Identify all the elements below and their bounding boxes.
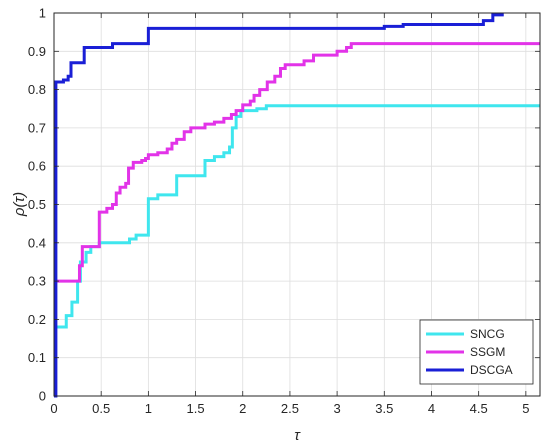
y-tick-label: 0.6 <box>28 159 46 174</box>
y-tick-label: 0.4 <box>28 235 46 250</box>
series-line-dscga <box>54 13 504 398</box>
legend-label-sncg: SNCG <box>470 327 505 341</box>
y-tick-label: 0.5 <box>28 197 46 212</box>
x-tick-label: 3 <box>333 401 340 416</box>
y-tick-label: 0.3 <box>28 274 46 289</box>
y-tick-label: 0.2 <box>28 312 46 327</box>
legend: SNCG SSGM DSCGA <box>419 319 534 385</box>
x-tick-label: 3.5 <box>375 401 393 416</box>
y-tick-label: 0 <box>39 389 46 404</box>
series-line-ssgm <box>54 42 540 283</box>
y-tick-label: 0.8 <box>28 82 46 97</box>
x-tick-label: 2.5 <box>281 401 299 416</box>
series-layer <box>54 13 540 398</box>
x-tick-label: 4.5 <box>470 401 488 416</box>
x-tick-label: 1.5 <box>187 401 205 416</box>
x-tick-label: 4 <box>428 401 435 416</box>
x-tick-label: 5 <box>522 401 529 416</box>
legend-label-dscga: DSCGA <box>470 363 513 377</box>
y-tick-label: 0.7 <box>28 120 46 135</box>
x-axis-label: τ <box>294 427 301 444</box>
y-axis-label: ρ(τ) <box>11 192 28 217</box>
legend-label-ssgm: SSGM <box>470 345 505 359</box>
x-tick-label: 0 <box>50 401 57 416</box>
x-tick-label: 0.5 <box>92 401 110 416</box>
legend-box <box>419 319 534 385</box>
axis-ticks: 0 0.5 1 1.5 2 2.5 3 3.5 4 4.5 5 0 0.1 0.2 0.3 0.4 0.5 0.6… <box>28 6 540 416</box>
y-tick-label: 0.1 <box>28 350 46 365</box>
y-tick-label: 1 <box>39 6 46 21</box>
x-tick-label: 1 <box>145 401 152 416</box>
y-tick-label: 0.9 <box>28 44 46 59</box>
x-tick-label: 2 <box>239 401 246 416</box>
